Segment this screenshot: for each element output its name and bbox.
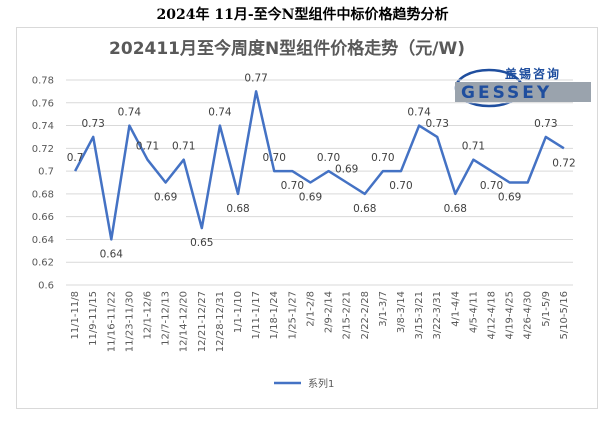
x-tick-label: 11/9-11/15 xyxy=(88,291,99,346)
x-tick-label: 11/23-11/30 xyxy=(124,291,135,352)
data-label: 0.77 xyxy=(244,72,267,84)
x-tick-label: 2/9-2/14 xyxy=(324,291,335,333)
x-tick-label: 12/21-12/27 xyxy=(197,291,208,352)
y-tick-label: 0.78 xyxy=(32,76,54,87)
x-tick-label: 4/19-4/25 xyxy=(505,291,516,340)
document-title: 2024年 11月-至今N型组件中标价格趋势分析 xyxy=(156,7,449,23)
gessey-logo: GESSEY 盖锡咨询 xyxy=(454,66,591,108)
y-tick-label: 0.64 xyxy=(32,235,54,246)
data-label: 0.71 xyxy=(172,141,195,153)
legend: 系列1 xyxy=(274,377,334,390)
series-line xyxy=(73,90,565,241)
x-tick-label: 1/18-1/24 xyxy=(269,291,280,340)
logo-band xyxy=(455,82,591,102)
x-tick-label: 12/7-12/13 xyxy=(161,291,172,346)
x-tick-label: 4/26-4/30 xyxy=(523,291,534,340)
data-label: 0.70 xyxy=(371,152,394,164)
data-label: 0.73 xyxy=(534,118,557,130)
data-label: 0.70 xyxy=(317,152,340,164)
x-tick-label: 11/16-11/22 xyxy=(106,291,117,352)
data-label: 0.74 xyxy=(208,107,232,119)
x-tick-label: 3/22-3/31 xyxy=(432,291,443,340)
data-label: 0.65 xyxy=(190,237,213,249)
data-label: 0.69 xyxy=(498,192,521,204)
y-tick-label: 0.68 xyxy=(32,189,54,200)
x-axis-ticks: 11/1-11/8 11/9-11/15 11/16-11/22 11/23-11/3… xyxy=(70,291,570,352)
y-tick-label: 0.66 xyxy=(32,212,54,223)
x-tick-label: 12/1-12/6 xyxy=(142,291,153,340)
series-line-layer xyxy=(73,90,565,241)
logo-cn-text: 盖锡咨询 xyxy=(505,66,561,81)
y-tick-label: 0.76 xyxy=(32,98,54,109)
data-label: 0.74 xyxy=(118,107,142,119)
data-label: 0.71 xyxy=(462,141,485,153)
data-label: 0.70 xyxy=(281,180,304,192)
data-label: 0.64 xyxy=(100,248,124,260)
gridlines xyxy=(66,79,573,286)
data-label: 0.69 xyxy=(335,164,358,176)
data-label: 0.71 xyxy=(136,141,159,153)
chart-title: 202411月至今周度N型组件价格走势（元/W) xyxy=(109,38,465,59)
x-tick-label: 1/11-1/17 xyxy=(251,291,262,340)
x-tick-label: 5/1-5/9 xyxy=(541,291,552,327)
x-tick-label: 4/5-4/11 xyxy=(468,291,479,333)
x-tick-label: 3/8-3/14 xyxy=(396,291,407,333)
x-tick-label: 4/12-4/18 xyxy=(487,291,498,340)
data-label: 0.69 xyxy=(299,192,322,204)
x-tick-label: 2/1-2/8 xyxy=(305,291,316,327)
data-label: 0.73 xyxy=(426,118,449,130)
x-tick-label: 1/25-1/27 xyxy=(287,291,298,340)
data-label: 0.70 xyxy=(480,180,503,192)
chart-container: 202411月至今周度N型组件价格走势（元/W) GESSEY 盖锡咨询 0.6… xyxy=(16,27,598,409)
y-tick-label: 0.72 xyxy=(32,144,54,155)
x-tick-label: 2/15-2/21 xyxy=(342,291,353,340)
x-tick-label: 1/1-1/10 xyxy=(233,291,244,333)
data-label: 0.72 xyxy=(552,157,575,169)
x-tick-label: 11/1-11/8 xyxy=(70,291,81,340)
y-tick-label: 0.74 xyxy=(32,121,54,132)
data-label: 0.68 xyxy=(444,203,467,215)
x-tick-label: 12/28-12/31 xyxy=(215,291,226,352)
x-tick-label: 4/1-4/4 xyxy=(450,291,461,327)
y-axis-ticks: 0.6 0.62 0.64 0.66 0.68 0.7 0.72 0.74 0.76 0.78 xyxy=(32,76,54,292)
data-label: 0.74 xyxy=(407,107,431,119)
x-tick-label: 3/15-3/21 xyxy=(414,291,425,340)
data-label: 0.68 xyxy=(226,203,249,215)
x-tick-label: 5/10-5/16 xyxy=(559,291,570,340)
logo-en-text: GESSEY xyxy=(461,83,552,103)
x-tick-label: 3/1-3/7 xyxy=(378,291,389,327)
data-label: 0.70 xyxy=(389,180,412,192)
legend-label: 系列1 xyxy=(308,377,334,390)
data-label: 0.70 xyxy=(263,152,286,164)
x-tick-label: 12/14-12/20 xyxy=(179,291,190,352)
line-chart: 202411月至今周度N型组件价格走势（元/W) GESSEY 盖锡咨询 0.6… xyxy=(32,38,591,390)
x-tick-label: 2/22-2/28 xyxy=(360,291,371,340)
data-label: 0.73 xyxy=(81,118,104,130)
data-label: 0.68 xyxy=(353,203,376,215)
y-tick-label: 0.62 xyxy=(32,258,54,269)
data-labels: 0.7 0.73 0.64 0.74 0.71 0.69 0.71 0.65 0.74 0.68 0… xyxy=(67,72,576,260)
y-tick-label: 0.6 xyxy=(38,281,54,292)
data-label: 0.7 xyxy=(67,152,84,164)
data-label: 0.69 xyxy=(154,192,177,204)
y-tick-label: 0.7 xyxy=(38,167,54,178)
